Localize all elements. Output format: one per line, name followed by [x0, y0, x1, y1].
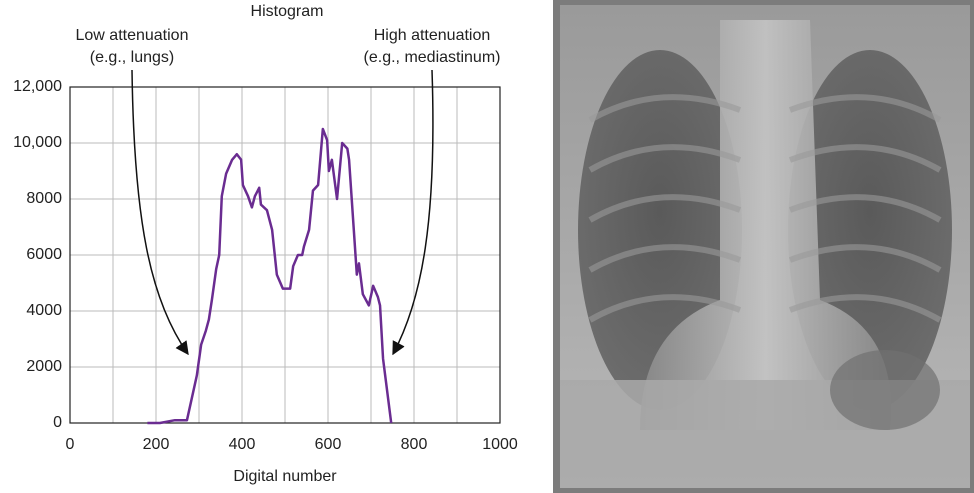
histogram-line [147, 127, 393, 425]
x-tick-label: 600 [315, 436, 342, 453]
x-tick-label: 400 [229, 436, 256, 453]
annotation: (e.g., mediastinum) [364, 49, 501, 66]
x-tick-label: 1000 [482, 436, 518, 453]
y-tick-label: 0 [53, 414, 62, 431]
y-tick-label: 12,000 [13, 78, 62, 95]
xray-image [553, 0, 974, 493]
annotation: High attenuation [374, 27, 491, 44]
y-tick-label: 8000 [26, 190, 62, 207]
y-tick-label: 4000 [26, 302, 62, 319]
y-tick-label: 6000 [26, 246, 62, 263]
y-tick-label: 2000 [26, 358, 62, 375]
x-tick-label: 800 [401, 436, 428, 453]
annotation-arrow [131, 69, 189, 356]
chart-title: Histogram [251, 3, 324, 20]
y-tick-label: 10,000 [13, 134, 62, 151]
annotation-arrow [392, 69, 434, 356]
annotation: (e.g., lungs) [90, 49, 174, 66]
x-axis-label: Digital number [233, 468, 337, 485]
x-tick-label: 200 [143, 436, 170, 453]
x-tick-label: 0 [66, 436, 75, 453]
annotation: Low attenuation [76, 27, 189, 44]
plot-frame [69, 86, 501, 424]
